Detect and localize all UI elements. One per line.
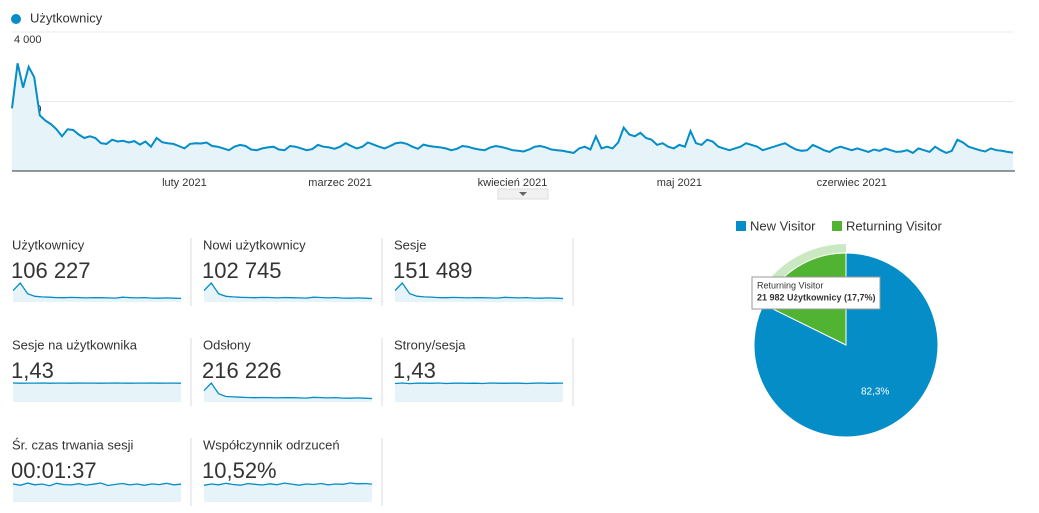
sparkline: [12, 482, 182, 487]
legend-label: Returning Visitor: [846, 218, 943, 233]
sparkline-area: [204, 483, 372, 502]
sparkline: [394, 281, 564, 300]
sparkline-area: [204, 283, 372, 302]
metric-value: 106 227: [11, 258, 91, 283]
x-tick-label: luty 2021: [162, 177, 207, 189]
sparkline-area: [13, 483, 181, 502]
sparkline-area: [13, 383, 181, 402]
tooltip-title: Returning Visitor: [757, 280, 823, 290]
metric-value: 10,52%: [202, 458, 277, 483]
legend-swatch: [832, 221, 842, 231]
sparkline: [203, 381, 373, 400]
legend-label: Użytkownicy: [30, 10, 103, 25]
x-tick-label: marzec 2021: [308, 177, 372, 189]
y-tick-label: 4 000: [14, 34, 42, 46]
x-tick-label: czerwiec 2021: [817, 177, 887, 189]
sparkline-area: [395, 283, 563, 302]
metric-label: Nowi użytkownicy: [203, 237, 306, 252]
metric-label: Śr. czas trwania sesji: [12, 437, 133, 452]
tooltip-box: [751, 276, 881, 310]
sparkline: [394, 382, 564, 385]
sparkline-area: [204, 383, 372, 402]
metric-value: 216 226: [202, 358, 282, 383]
metric-value: 1,43: [11, 358, 54, 383]
metric-value: 102 745: [202, 258, 282, 283]
legend-dot: [11, 14, 21, 24]
metric-label: Sesje: [394, 237, 427, 252]
x-tick-label: maj 2021: [657, 177, 702, 189]
sparkline-area: [395, 383, 563, 402]
area: [12, 63, 1013, 171]
sparkline: [12, 281, 182, 300]
metric-label: Strony/sesja: [394, 337, 466, 352]
metric-value: 00:01:37: [11, 458, 97, 483]
legend-label: New Visitor: [750, 218, 816, 233]
collapse-arrow: [519, 192, 527, 196]
legend-swatch: [736, 221, 746, 231]
sparkline: [203, 482, 373, 486]
metric-label: Współczynnik odrzuceń: [203, 437, 340, 452]
metric-value: 151 489: [393, 258, 473, 283]
line: [11, 63, 1014, 155]
x-tick-label: kwiecień 2021: [478, 177, 548, 189]
value-label: 82,3%: [861, 387, 889, 398]
metric-value: 1,43: [393, 358, 436, 383]
metric-label: Użytkownicy: [12, 237, 85, 252]
sparkline: [203, 281, 373, 300]
metric-label: Odsłony: [203, 337, 251, 352]
sparkline-area: [13, 283, 181, 302]
metric-label: Sesje na użytkownika: [12, 337, 138, 352]
tooltip-text: 21 982 Użytkownicy (17,7%): [757, 292, 876, 302]
